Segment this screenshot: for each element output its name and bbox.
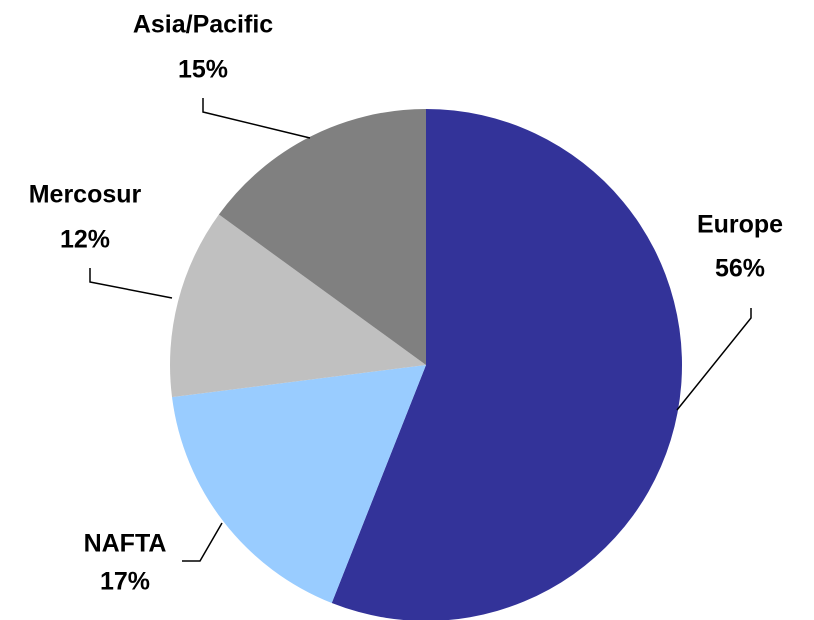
pie-slice — [172, 365, 426, 604]
leader-line — [676, 308, 752, 411]
slice-value-label: 15% — [178, 56, 228, 84]
pie-slice — [218, 109, 426, 365]
slice-name: Asia/Pacific — [133, 11, 273, 39]
slice-value-label: 56% — [715, 255, 765, 283]
slice-value-label: 12% — [60, 226, 110, 254]
leader-line — [202, 98, 311, 139]
pie-slice — [331, 109, 682, 620]
slice-name: Mercosur — [29, 181, 142, 209]
slice-name: Europe — [697, 211, 783, 239]
leader-line — [89, 268, 173, 299]
pie-slice — [170, 214, 426, 398]
slice-value-label: 17% — [100, 568, 150, 596]
leader-line — [182, 522, 223, 562]
slice-name: NAFTA — [84, 530, 167, 558]
